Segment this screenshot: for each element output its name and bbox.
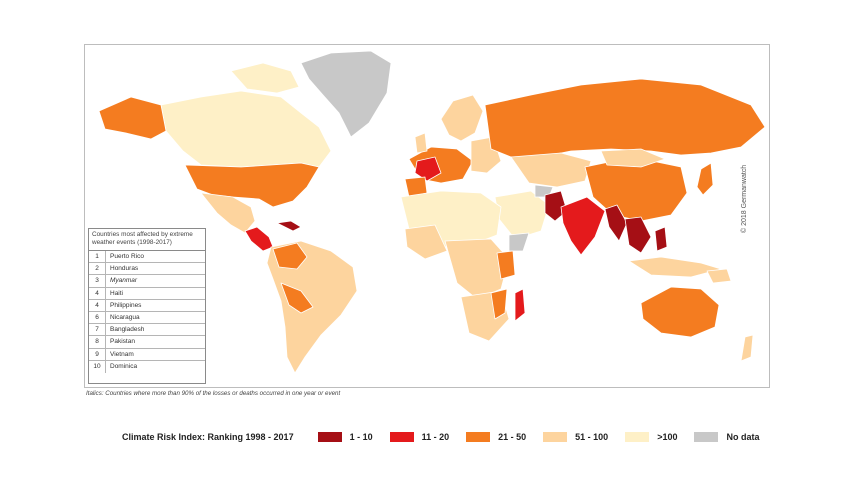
region-west-africa xyxy=(404,224,448,260)
region-usa xyxy=(184,162,320,208)
region-caribbean xyxy=(276,220,302,232)
legend-swatch xyxy=(694,432,719,442)
rank-cell: 3 xyxy=(89,275,106,287)
country-cell: Dominica xyxy=(110,362,138,370)
region-france xyxy=(414,156,442,182)
legend-item: No data xyxy=(694,432,759,442)
region-kazakhstan-central-asia xyxy=(510,152,592,188)
legend: Climate Risk Index: Ranking 1998 - 2017 … xyxy=(122,430,776,444)
rank-cell: 9 xyxy=(89,348,106,360)
region-papua-new-guinea xyxy=(706,268,732,284)
legend-swatch xyxy=(389,432,414,442)
rank-cell: 10 xyxy=(89,360,106,373)
region-scandinavia xyxy=(440,94,484,142)
region-mexico xyxy=(200,192,256,234)
table-row: 3 Myanmar xyxy=(89,275,205,288)
region-bangladesh-myanmar xyxy=(604,204,628,242)
rank-cell: 4 xyxy=(89,299,106,311)
country-cell: Pakistan xyxy=(110,338,135,346)
region-colombia-venezuela xyxy=(272,242,308,270)
table-row: 10 Dominica xyxy=(89,360,205,373)
country-cell: Honduras xyxy=(110,265,139,273)
table-row: 6 Nicaragua xyxy=(89,311,205,325)
footnote: Italics: Countries where more than 90% o… xyxy=(86,390,341,397)
table-row: 4 Haiti xyxy=(89,287,205,300)
country-cell: Bangladesh xyxy=(110,326,145,334)
rank-cell: 6 xyxy=(89,311,106,324)
region-peru-bolivia xyxy=(280,282,314,314)
region-canada-arctic-islands xyxy=(230,62,300,94)
top10-title: Countries most affected by extreme weath… xyxy=(89,229,205,251)
legend-label: 1 - 10 xyxy=(349,432,373,442)
table-row: 4 Philippines xyxy=(89,299,205,312)
table-row: 2 Honduras xyxy=(89,263,205,276)
region-japan xyxy=(696,162,714,196)
table-row: 8 Pakistan xyxy=(89,336,205,349)
country-cell: Haiti xyxy=(110,289,124,297)
country-cell: Myanmar xyxy=(110,277,138,285)
legend-title: Climate Risk Index: Ranking 1998 - 2017 xyxy=(122,432,294,442)
region-uk xyxy=(414,132,428,154)
legend-item: >100 xyxy=(625,432,677,442)
rank-cell: 4 xyxy=(89,287,106,299)
legend-items: 1 - 10 11 - 20 21 - 50 51 - 100 >100 No data xyxy=(317,432,777,442)
legend-item: 21 - 50 xyxy=(466,432,526,442)
region-india xyxy=(560,196,606,256)
region-central-africa xyxy=(444,238,510,300)
country-cell: Puerto Rico xyxy=(110,253,144,260)
region-southeast-asia xyxy=(624,216,652,254)
rank-cell: 7 xyxy=(89,324,106,336)
region-east-africa xyxy=(496,250,516,280)
region-middle-east xyxy=(494,190,550,240)
region-philippines xyxy=(654,226,668,252)
legend-item: 1 - 10 xyxy=(317,432,373,442)
legend-label: No data xyxy=(726,432,760,442)
region-canada xyxy=(160,90,332,168)
region-horn-of-africa xyxy=(508,232,530,252)
country-cell: Philippines xyxy=(110,301,142,309)
legend-swatch xyxy=(466,432,491,442)
legend-label: >100 xyxy=(657,432,678,442)
region-new-zealand xyxy=(740,334,754,362)
legend-label: 11 - 20 xyxy=(421,432,450,442)
copyright-text: © 2018 Germanwatch xyxy=(741,164,748,233)
top10-table: Countries most affected by extreme weath… xyxy=(88,228,206,384)
top10-rows: 1 Puerto Rico 2 Honduras 3 Myanmar 4 Haiti 4 Phil… xyxy=(89,251,205,373)
legend-item: 11 - 20 xyxy=(389,432,450,442)
region-australia xyxy=(640,286,720,338)
world-map-svg xyxy=(98,50,766,374)
table-row: 1 Puerto Rico xyxy=(89,251,205,264)
region-central-america xyxy=(244,226,274,252)
rank-cell: 1 xyxy=(89,251,106,263)
country-cell: Nicaragua xyxy=(110,313,140,321)
region-indonesia xyxy=(628,256,722,278)
region-mozambique xyxy=(490,288,508,320)
table-row: 7 Bangladesh xyxy=(89,324,205,337)
legend-swatch xyxy=(543,432,568,442)
country-cell: Vietnam xyxy=(110,350,134,358)
legend-item: 51 - 100 xyxy=(543,432,608,442)
table-row: 9 Vietnam xyxy=(89,348,205,361)
legend-swatch xyxy=(625,432,650,442)
region-russia xyxy=(484,78,766,158)
rank-cell: 2 xyxy=(89,263,106,275)
legend-label: 21 - 50 xyxy=(498,432,527,442)
legend-swatch xyxy=(317,432,342,442)
legend-label: 51 - 100 xyxy=(575,432,609,442)
region-madagascar xyxy=(514,288,526,322)
region-mongolia xyxy=(600,148,666,168)
region-greenland xyxy=(300,50,392,138)
region-alaska xyxy=(98,96,167,140)
rank-cell: 8 xyxy=(89,336,106,348)
